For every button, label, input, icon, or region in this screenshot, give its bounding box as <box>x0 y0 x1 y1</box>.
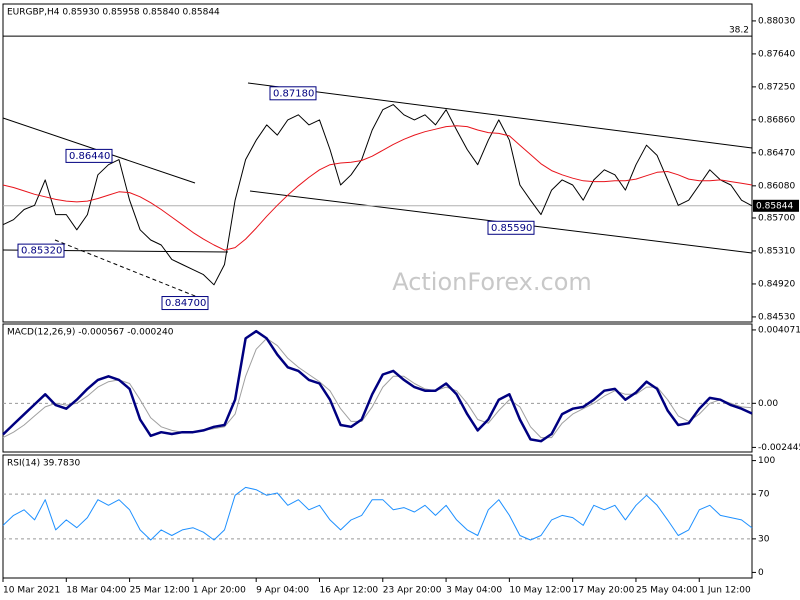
channel-top <box>247 82 753 149</box>
annotation-box <box>161 296 209 311</box>
x-tick-label: 17 May 20:00 <box>573 586 635 596</box>
x-tick-label: 1 Apr 20:00 <box>193 586 246 596</box>
x-tick-label: 23 Apr 20:00 <box>383 586 442 596</box>
x-tick-label: 10 Mar 2021 <box>3 586 60 596</box>
y-tick-label: -0.002445 <box>758 443 800 453</box>
panel-title: MACD(12,26,9) -0.000567 -0.000240 <box>7 328 174 338</box>
last-price-box <box>753 199 799 212</box>
y-tick-label: 0.84530 <box>758 312 795 322</box>
last-price-label: 0.85844 <box>756 201 793 211</box>
y-tick-label: 0.87250 <box>758 82 795 92</box>
annotation-box <box>487 220 535 235</box>
annotation-label: 0.85590 <box>491 223 532 234</box>
annotation-box <box>269 86 317 101</box>
series-line <box>2 104 753 286</box>
annotation-label: 0.84700 <box>165 298 206 309</box>
y-tick-label: 0.85310 <box>758 246 795 256</box>
x-tick-label: 18 Mar 04:00 <box>66 586 126 596</box>
annotation-label: 0.85320 <box>21 246 62 257</box>
y-tick-label: 0.84920 <box>758 279 795 289</box>
annotation-label: 0.87180 <box>273 88 314 99</box>
series-line <box>2 329 753 443</box>
y-tick-label: 0.86470 <box>758 148 795 158</box>
series-line <box>2 486 753 541</box>
x-tick-label: 1 Jun 12:00 <box>699 586 751 596</box>
y-tick-label: 0.00 <box>758 399 778 409</box>
y-tick-label: 0.88030 <box>758 16 795 26</box>
y-tick-label: 70 <box>758 490 770 500</box>
x-tick-label: 25 May 04:00 <box>636 586 698 596</box>
panel-frame <box>2 454 753 579</box>
y-tick-label: 0.87640 <box>758 49 795 59</box>
y-tick-label: 0 <box>758 568 764 578</box>
panel-title: RSI(14) 39.7830 <box>7 459 80 469</box>
series-line <box>2 125 753 251</box>
x-tick-label: 9 Apr 04:00 <box>256 586 309 596</box>
annotation-label: 0.86440 <box>69 151 110 162</box>
fib-label: 38.2 <box>729 26 749 36</box>
panel-title: EURGBP,H4 0.85930 0.85958 0.85840 0.8584… <box>7 8 220 18</box>
y-tick-label: 0.85700 <box>758 213 795 223</box>
watermark: ActionForex.com <box>392 268 592 296</box>
panel-frame <box>2 3 753 323</box>
y-tick-label: 0.86860 <box>758 115 795 125</box>
x-tick-label: 10 May 12:00 <box>509 586 571 596</box>
y-tick-label: 100 <box>758 456 775 466</box>
y-tick-label: 0.86080 <box>758 181 795 191</box>
y-tick-label: 0.004071 <box>758 325 800 335</box>
annotation-box <box>17 243 65 258</box>
x-tick-label: 16 Apr 12:00 <box>319 586 378 596</box>
panel-frame <box>2 323 753 453</box>
x-tick-label: 25 Mar 12:00 <box>130 586 190 596</box>
x-tick-label: 3 May 04:00 <box>446 586 502 596</box>
y-tick-label: 30 <box>758 534 770 544</box>
series-line <box>2 337 753 439</box>
annotation-box <box>65 148 113 163</box>
